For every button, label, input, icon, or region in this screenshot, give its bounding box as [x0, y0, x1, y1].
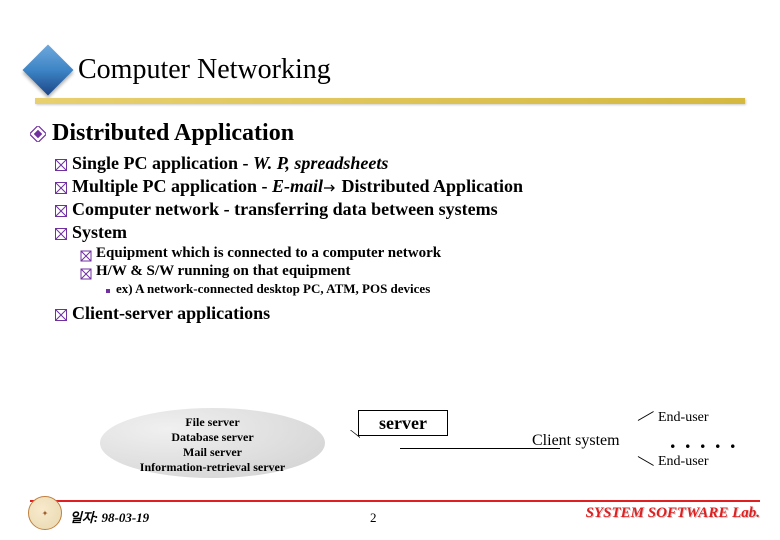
bullet-computer-network: Computer network - transferring data bet…	[54, 199, 750, 220]
example-text: ex) A network-connected desktop PC, ATM,…	[116, 281, 430, 297]
x-bullet-icon	[80, 268, 92, 280]
footer-date: 일자: 98-03-19	[70, 507, 149, 526]
heading-text: Distributed Application	[52, 120, 294, 147]
line-to-enduser-2	[638, 456, 654, 466]
heading-distributed-application: Distributed Application	[30, 120, 750, 147]
content-area: Distributed Application Single PC applic…	[30, 120, 750, 326]
arrow-icon	[323, 183, 337, 193]
y-bullet-icon	[54, 308, 68, 322]
bullet-text: Single PC application - W. P, spreadshee…	[72, 153, 388, 174]
footer-lab-label: SYSTEM SOFTWARE Lab.	[586, 505, 760, 522]
slide-title: Computer Networking	[78, 54, 331, 86]
example-item: ex) A network-connected desktop PC, ATM,…	[106, 281, 750, 297]
subbullet-text: Equipment which is connected to a comput…	[96, 245, 441, 262]
client-system-label: Client system	[532, 432, 620, 450]
footer-page-number: 2	[370, 510, 377, 526]
subbullet-equipment: Equipment which is connected to a comput…	[80, 245, 750, 262]
dots-label: . . . . .	[670, 428, 738, 454]
oval-line-1: File server	[100, 415, 325, 430]
end-user-label-1: End-user	[658, 410, 709, 426]
bullet-system: System	[54, 222, 750, 243]
y-bullet-icon	[54, 227, 68, 241]
logo-icon: ✦	[28, 496, 62, 530]
y-bullet-icon	[54, 204, 68, 218]
bullet-text: Client-server applications	[72, 303, 270, 324]
bullet-text: Multiple PC application - E-mail Distrib…	[72, 176, 523, 197]
footer-line	[30, 500, 760, 502]
server-oval: File server Database server Mail server …	[100, 408, 325, 478]
bullet-client-server: Client-server applications	[54, 303, 750, 324]
bullet-text: Computer network - transferring data bet…	[72, 199, 498, 220]
z-bullet-icon	[30, 126, 46, 142]
y-bullet-icon	[54, 181, 68, 195]
oval-line-2: Database server	[100, 430, 325, 445]
oval-line-4: Information-retrieval server	[100, 460, 325, 475]
subbullet-text: H/W & S/W running on that equipment	[96, 263, 351, 280]
bullet-single-pc: Single PC application - W. P, spreadshee…	[54, 153, 750, 174]
end-user-label-2: End-user	[658, 454, 709, 470]
diamond-icon	[23, 45, 74, 96]
oval-line-3: Mail server	[100, 445, 325, 460]
x-bullet-icon	[80, 250, 92, 262]
dot-bullet-icon	[106, 289, 110, 293]
client-server-diagram: File server Database server Mail server …	[100, 400, 750, 490]
title-underline	[35, 98, 745, 104]
bullet-multiple-pc: Multiple PC application - E-mail Distrib…	[54, 176, 750, 197]
y-bullet-icon	[54, 158, 68, 172]
title-row: Computer Networking	[30, 52, 331, 88]
server-callout: server	[358, 410, 448, 436]
bullet-text: System	[72, 222, 127, 243]
subbullet-hw-sw: H/W & S/W running on that equipment	[80, 263, 750, 280]
line-to-enduser-1	[638, 411, 654, 421]
